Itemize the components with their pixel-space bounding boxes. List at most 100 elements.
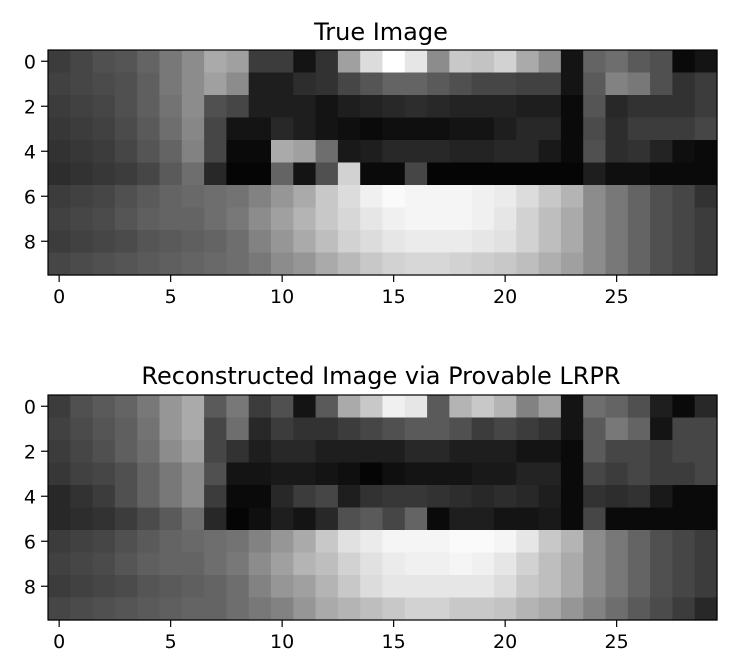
heatmap-cell — [293, 575, 317, 599]
heatmap-cell — [471, 440, 495, 464]
heatmap-cell — [694, 440, 718, 464]
heatmap-cell — [271, 72, 294, 96]
heatmap-cell — [226, 207, 250, 231]
heatmap-cell — [360, 575, 384, 599]
heatmap-cell — [137, 117, 161, 141]
heatmap-cell — [204, 185, 227, 209]
heatmap-cell — [538, 117, 562, 141]
heatmap-cell — [315, 252, 339, 276]
heatmap-cell — [315, 50, 339, 74]
heatmap-cell — [494, 395, 517, 419]
heatmap-cell — [204, 50, 227, 74]
heatmap-cell — [293, 252, 317, 276]
heatmap-cell — [427, 207, 450, 231]
heatmap-cell — [248, 507, 272, 531]
heatmap-cell — [226, 95, 250, 119]
heatmap-cell — [583, 462, 607, 486]
heatmap-cell — [181, 230, 205, 254]
heatmap-cell — [494, 185, 517, 209]
heatmap-cell — [226, 552, 250, 576]
heatmap-cell — [494, 50, 517, 74]
heatmap-cell — [427, 395, 450, 419]
heatmap-cell — [560, 162, 584, 186]
heatmap-cell — [605, 507, 629, 531]
heatmap-cell — [360, 117, 384, 141]
heatmap-cell — [360, 72, 384, 96]
heatmap-cell — [315, 230, 339, 254]
heatmap-cell — [449, 597, 473, 621]
heatmap-cell — [204, 117, 227, 141]
heatmap-cell — [471, 597, 495, 621]
heatmap-cell — [137, 530, 161, 554]
heatmap-cell — [538, 552, 562, 576]
heatmap-cell — [137, 507, 161, 531]
heatmap-cell — [70, 207, 94, 231]
heatmap-cell — [70, 530, 94, 554]
heatmap-cells — [48, 395, 718, 621]
heatmap-cell — [694, 575, 718, 599]
heatmap-cell — [114, 530, 138, 554]
heatmap-cell — [159, 575, 183, 599]
heatmap-cell — [605, 395, 629, 419]
heatmap-cell — [92, 440, 116, 464]
heatmap-cell — [315, 552, 339, 576]
heatmap-cell — [204, 485, 227, 509]
heatmap-cell — [248, 440, 272, 464]
heatmap-cell — [181, 50, 205, 74]
heatmap-cell — [583, 507, 607, 531]
heatmap-cell — [70, 162, 94, 186]
heatmap-cell — [92, 50, 116, 74]
heatmap-cell — [360, 440, 384, 464]
heatmap-cell — [137, 552, 161, 576]
heatmap-cell — [337, 230, 361, 254]
heatmap-cell — [137, 162, 161, 186]
heatmap-cell — [159, 72, 183, 96]
heatmap-cell — [337, 507, 361, 531]
heatmap-cell — [404, 395, 428, 419]
heatmap-cell — [627, 162, 651, 186]
heatmap-cell — [694, 162, 718, 186]
heatmap-cell — [337, 597, 361, 621]
heatmap-cell — [560, 552, 584, 576]
heatmap-cell — [650, 462, 673, 486]
chart-title: Reconstructed Image via Provable LRPR — [141, 362, 620, 390]
heatmap-cell — [204, 207, 227, 231]
heatmap-cell — [627, 417, 651, 441]
heatmap-cell — [204, 530, 227, 554]
heatmap-cell — [583, 50, 607, 74]
heatmap-cell — [92, 552, 116, 576]
heatmap-cell — [560, 417, 584, 441]
heatmap-cell — [560, 140, 584, 164]
heatmap-cell — [672, 207, 696, 231]
heatmap-cell — [449, 417, 473, 441]
heatmap-cell — [538, 575, 562, 599]
heatmap-cell — [605, 530, 629, 554]
heatmap-cell — [494, 95, 517, 119]
heatmap-cell — [92, 597, 116, 621]
x-tick-label: 0 — [53, 631, 65, 653]
heatmap-cell — [404, 507, 428, 531]
heatmap-cell — [694, 140, 718, 164]
heatmap-cell — [672, 552, 696, 576]
heatmap-cell — [137, 575, 161, 599]
heatmap-cell — [560, 440, 584, 464]
x-axis: 0 5 10 15 20 25 — [53, 275, 629, 308]
heatmap-cell — [449, 72, 473, 96]
heatmap-cell — [271, 50, 294, 74]
heatmap-cell — [337, 95, 361, 119]
heatmap-cell — [404, 252, 428, 276]
heatmap-cell — [293, 95, 317, 119]
heatmap-cell — [516, 530, 540, 554]
heatmap-cell — [538, 72, 562, 96]
heatmap-cell — [650, 395, 673, 419]
heatmap-cell — [92, 207, 116, 231]
heatmap-cell — [382, 50, 406, 74]
heatmap-cell — [315, 530, 339, 554]
heatmap-cell — [516, 185, 540, 209]
heatmap-cell — [271, 140, 294, 164]
heatmap-cell — [226, 507, 250, 531]
heatmap-cell — [471, 50, 495, 74]
heatmap-cell — [605, 252, 629, 276]
heatmap-cell — [271, 162, 294, 186]
heatmap-cell — [382, 185, 406, 209]
